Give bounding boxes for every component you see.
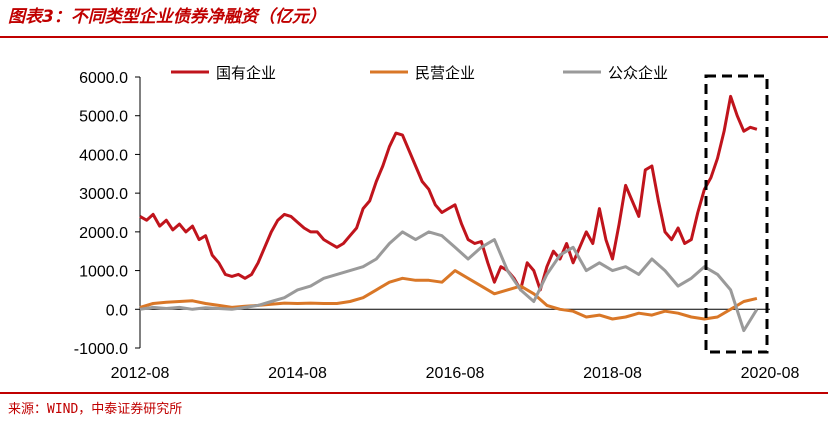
series-line xyxy=(139,94,758,292)
line-chart: -1000.0 0.0 1000.0 2000.0 3000.0 4000.0 5000.0… xyxy=(74,64,800,382)
y-tick-label: 3000.0 xyxy=(79,186,128,203)
highlight-box xyxy=(704,74,769,354)
y-tick-label: -1000.0 xyxy=(74,341,128,358)
y-tick-label: 4000.0 xyxy=(79,147,128,164)
legend-label: 公众企业 xyxy=(608,64,668,82)
legend-label: 民营企业 xyxy=(415,64,475,82)
chart-title: 图表3：不同类型企业债券净融资（亿元） xyxy=(8,7,326,27)
series-line xyxy=(139,230,759,333)
x-tick-label: 2016-08 xyxy=(426,365,485,382)
y-tick-label: 6000.0 xyxy=(79,70,128,87)
x-tick-label: 2012-08 xyxy=(111,365,170,382)
y-tick-label: 5000.0 xyxy=(79,109,128,126)
y-tick-label: 2000.0 xyxy=(79,225,128,242)
footer-rule xyxy=(0,392,828,394)
title-rule xyxy=(0,36,828,38)
x-tick-label: 2020-08 xyxy=(741,365,800,382)
x-tick-label: 2018-08 xyxy=(583,365,642,382)
y-tick-label: 0.0 xyxy=(106,302,128,319)
source-note: 来源：WIND，中泰证券研究所 xyxy=(8,402,183,417)
x-tick-label: 2014-08 xyxy=(268,365,327,382)
legend-label: 国有企业 xyxy=(216,64,276,82)
y-tick-label: 1000.0 xyxy=(79,264,128,281)
series-line xyxy=(139,269,758,321)
